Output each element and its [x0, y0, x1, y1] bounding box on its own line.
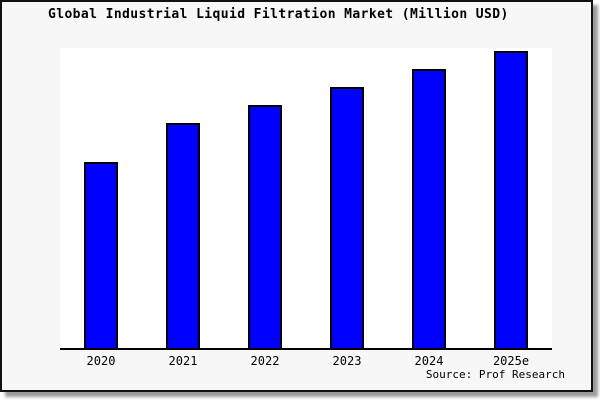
plot-area: [60, 48, 552, 350]
chart-title: Global Industrial Liquid Filtration Mark…: [48, 7, 509, 22]
x-tick-label: 2021: [168, 354, 198, 368]
source-note: Source: Prof Research: [425, 368, 565, 381]
x-tick-label: 2023: [332, 354, 362, 368]
bar-2024: [412, 69, 446, 348]
x-axis-labels: 2020 2021 2022 2023 2024 2025e: [60, 354, 552, 368]
bar-2023: [330, 87, 364, 348]
chart-frame: Global Industrial Liquid Filtration Mark…: [0, 0, 593, 392]
x-tick-label: 2024: [414, 354, 444, 368]
x-tick-label: 2020: [86, 354, 116, 368]
bar-2025e: [494, 51, 528, 348]
x-tick-label: 2022: [250, 354, 280, 368]
bar-2022: [248, 105, 282, 348]
bar-2021: [166, 123, 200, 348]
bar-2020: [84, 162, 118, 348]
x-tick-label: 2025e: [492, 354, 530, 368]
